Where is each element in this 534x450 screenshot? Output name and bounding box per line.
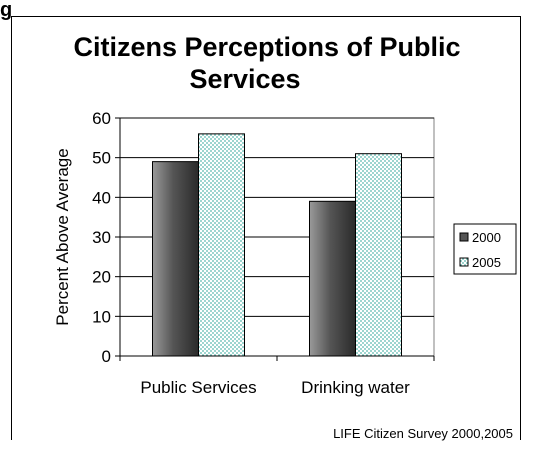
chart-title-line-1: Citizens Perceptions of Public [73, 32, 460, 62]
bar-2005-0 [198, 133, 245, 357]
bar-2000-1 [309, 200, 356, 357]
y-tick-label: 10 [92, 307, 111, 326]
y-tick-label: 40 [92, 188, 111, 207]
chart-title-line-2: Services [189, 64, 300, 94]
x-tick-label: Public Services [140, 378, 256, 397]
y-tick-label: 50 [92, 149, 111, 168]
page-text-fragment: g [0, 0, 13, 21]
source-note: LIFE Citizen Survey 2000,2005 [333, 426, 513, 441]
legend-swatch-2005 [459, 257, 469, 267]
x-tick-label: Drinking water [301, 378, 410, 397]
y-tick-label: 60 [92, 109, 111, 128]
legend-swatch-2000 [459, 232, 469, 242]
y-axis-label: Percent Above Average [53, 148, 72, 325]
y-tick-label: 20 [92, 268, 111, 287]
legend-label-2000: 2000 [472, 230, 501, 245]
bar-2005-1 [355, 153, 402, 357]
legend-label-2005: 2005 [472, 255, 501, 270]
y-tick-label: 0 [102, 347, 111, 366]
bar-2000-0 [152, 161, 199, 357]
y-tick-label: 30 [92, 228, 111, 247]
